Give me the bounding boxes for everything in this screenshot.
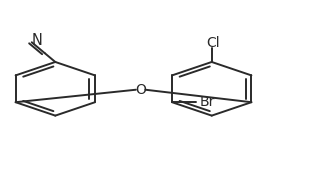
Text: Br: Br	[200, 95, 216, 109]
Text: N: N	[32, 33, 43, 48]
Text: O: O	[135, 83, 146, 97]
Text: Cl: Cl	[206, 36, 220, 51]
